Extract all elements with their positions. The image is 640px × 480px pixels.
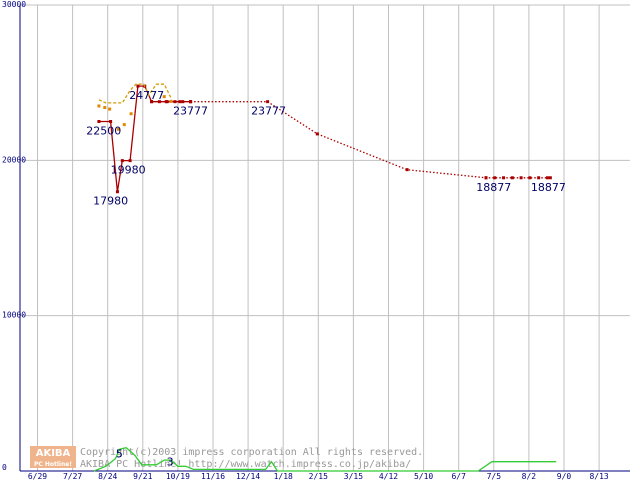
x-tick-label: 4/12 [379, 472, 398, 480]
series-point [109, 120, 113, 123]
series-point [128, 159, 132, 163]
series-point [120, 159, 124, 163]
series-point [528, 176, 532, 180]
y-tick-labels: 30000 20000 10000 0 [2, 0, 26, 472]
y-tick-label: 20000 [2, 155, 26, 164]
x-tick-label: 6/7 [451, 472, 466, 480]
akiba-logo-top: AKIBA [36, 448, 71, 459]
series-point [519, 176, 523, 180]
data-label: 23777 [173, 105, 208, 118]
x-tick-label: 5/10 [414, 472, 433, 480]
x-tick-label: 8/2 [522, 472, 537, 480]
series-point [97, 120, 101, 123]
series-point [545, 176, 549, 180]
data-label: 22500 [86, 125, 121, 138]
akiba-logo-bottom: PC Hotline! [34, 461, 72, 468]
series-marker [162, 95, 166, 99]
y-tick-label: 0 [2, 463, 7, 472]
series-point [537, 176, 541, 180]
x-tick-label: 6/29 [28, 472, 47, 480]
series-point [502, 176, 506, 180]
data-label: 5 [116, 448, 123, 461]
x-tick-labels: 6/29 7/27 8/24 9/21 10/19 11/16 12/14 1/18 2/15 3… [28, 472, 609, 480]
series-point [266, 100, 270, 104]
data-label: 17980 [93, 195, 128, 208]
series-line-4 [93, 446, 557, 472]
x-tick-label: 8/13 [589, 472, 608, 480]
series-point [510, 176, 514, 180]
series-point [157, 100, 161, 104]
series-point [315, 132, 319, 136]
x-tick-label: 10/19 [166, 472, 190, 480]
x-tick-label: 7/27 [63, 472, 82, 480]
series-marker [169, 99, 173, 103]
series-marker [122, 123, 126, 127]
data-label: 18877 [531, 181, 566, 194]
x-tick-label: 7/5 [487, 472, 502, 480]
series-line-2 [98, 83, 172, 104]
x-tick-label: 2/15 [309, 472, 328, 480]
series-point [173, 100, 177, 104]
grid-lines [20, 4, 630, 471]
series-point [548, 176, 552, 180]
series-point [150, 100, 154, 104]
y-tick-label: 30000 [2, 0, 26, 9]
data-label: 23777 [251, 105, 286, 118]
series-marker [103, 106, 107, 110]
copyright-watermark: AKIBA PC Hotline! Copyright(c)2003 impre… [30, 446, 423, 470]
copyright-line: Copyright(c)2003 impress corporation All… [80, 447, 423, 458]
series-point [493, 176, 497, 180]
x-tick-label: 9/21 [133, 472, 152, 480]
y-tick-label: 10000 [2, 311, 26, 320]
series-marker [97, 104, 101, 108]
series-point [165, 100, 169, 104]
data-labels: 22500 17980 19980 24777 23777 23777 18877 18877… [86, 89, 566, 468]
axes [19, 5, 630, 472]
data-label: 18877 [476, 181, 511, 194]
series-marker [129, 112, 133, 116]
series-point [178, 100, 182, 104]
series-point [136, 84, 140, 88]
x-tick-label: 3/15 [344, 472, 363, 480]
data-label: 19980 [111, 164, 146, 177]
data-label: 3 [167, 455, 174, 468]
series-point [181, 100, 185, 104]
x-tick-label: 8/24 [98, 472, 117, 480]
data-label: 24777 [129, 89, 164, 102]
x-tick-label: 9/0 [557, 472, 572, 480]
series-point [189, 100, 193, 104]
series-point [484, 176, 488, 180]
series-marker [116, 127, 120, 131]
series-line-1 [190, 101, 551, 179]
x-tick-label: 11/16 [201, 472, 225, 480]
series-point [115, 190, 119, 194]
akiba-logo-box [30, 446, 76, 468]
series-point [405, 168, 409, 172]
x-tick-label: 1/18 [274, 472, 293, 480]
x-tick-label: 12/14 [236, 472, 260, 480]
series-marker [108, 107, 112, 111]
site-url-line: AKIBA PC Hotline! http://www.watch.impre… [80, 459, 411, 470]
data-series [93, 83, 557, 472]
